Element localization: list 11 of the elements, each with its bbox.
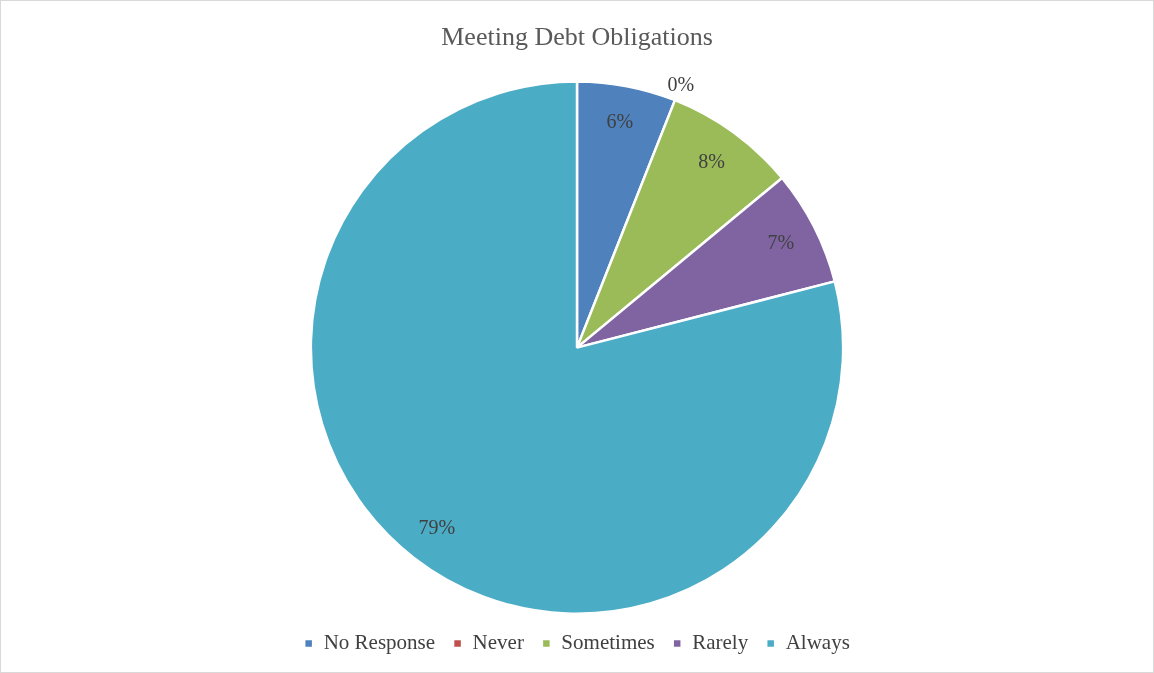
- text: 0%: [667, 72, 695, 95]
- data-label: 79%: [418, 515, 456, 538]
- legend-label: Always: [785, 630, 850, 655]
- data-label: 7%: [767, 230, 795, 253]
- legend-label: Rarely: [692, 630, 749, 655]
- data-label: 6%: [606, 110, 634, 133]
- legend-label: No Response: [323, 630, 436, 655]
- data-label: 8%: [698, 149, 725, 172]
- legend-label: Never: [472, 630, 524, 655]
- chart-title: Meeting Debt Obligations: [441, 22, 713, 52]
- legend-label: Sometimes: [561, 630, 655, 655]
